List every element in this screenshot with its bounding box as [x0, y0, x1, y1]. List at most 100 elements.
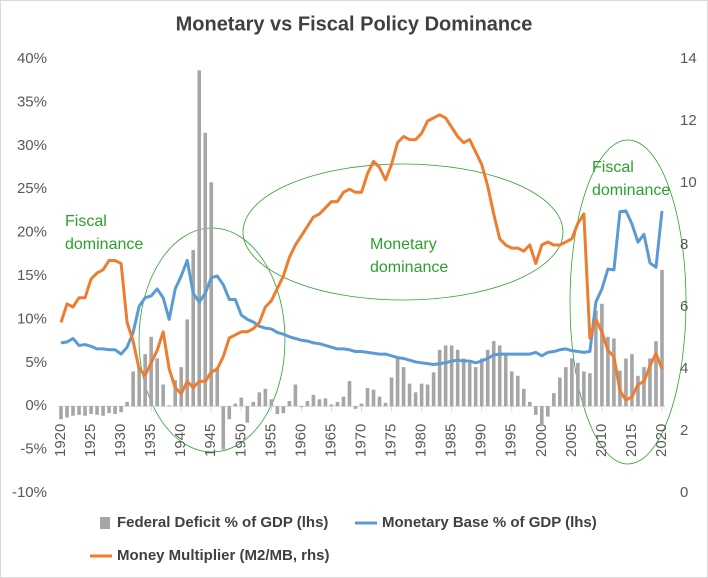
- x-tick-label: 2010: [593, 424, 610, 457]
- bar: [101, 406, 105, 416]
- x-tick-label: 1970: [352, 424, 369, 457]
- bar: [185, 319, 190, 407]
- y2-tick-label: 10: [680, 174, 697, 191]
- bar: [413, 392, 418, 407]
- y-tick-label: 5%: [25, 354, 47, 371]
- bar: [245, 406, 250, 423]
- bar: [275, 406, 280, 415]
- bar: [636, 375, 640, 407]
- x-tick-label: 2015: [623, 424, 640, 457]
- bar: [77, 406, 81, 415]
- x-tick-label: 1980: [413, 424, 430, 457]
- bar: [491, 341, 496, 407]
- bar: [443, 345, 448, 407]
- annotation-ellipse: [242, 163, 564, 301]
- legend-label: Money Multiplier (M2/MB, rhs): [117, 547, 330, 564]
- bar: [527, 401, 532, 407]
- x-tick-label: 1950: [232, 424, 249, 457]
- bar: [173, 380, 177, 407]
- y2-tick-label: 12: [680, 112, 697, 129]
- y2-tick-label: 2: [680, 422, 688, 439]
- y-tick-label: 15%: [17, 267, 47, 284]
- bar: [600, 303, 604, 407]
- legend-swatch: [100, 517, 110, 529]
- annotation: dominance: [370, 259, 448, 276]
- annotation: Monetary: [370, 236, 437, 253]
- bar: [552, 393, 556, 407]
- bar: [281, 406, 286, 414]
- bar: [570, 358, 574, 407]
- legend-label: Monetary Base % of GDP (lhs): [382, 514, 597, 531]
- bar: [83, 406, 87, 416]
- bar: [419, 383, 424, 407]
- bar: [179, 367, 184, 407]
- bar: [383, 402, 388, 407]
- bar: [660, 269, 664, 407]
- annotation: dominance: [65, 236, 143, 253]
- bar: [155, 358, 159, 407]
- y2-tick-label: 6: [680, 298, 688, 315]
- bar: [407, 383, 412, 407]
- y-tick-label: 10%: [17, 310, 47, 327]
- bar: [359, 403, 364, 407]
- y2-tick-label: 0: [680, 484, 688, 501]
- bar: [546, 406, 550, 417]
- y2-tick-label: 8: [680, 236, 688, 253]
- bar: [588, 373, 592, 407]
- x-tick-label: 1935: [142, 424, 159, 457]
- bar: [131, 371, 135, 407]
- x-tick-label: 1955: [262, 424, 279, 457]
- bar: [113, 406, 117, 415]
- bar: [449, 345, 454, 407]
- bar: [497, 345, 502, 407]
- y-tick-label: 35%: [17, 93, 47, 110]
- bar: [467, 362, 472, 407]
- bar: [161, 384, 165, 407]
- bar: [257, 392, 262, 407]
- bar: [654, 341, 658, 407]
- bar: [215, 367, 220, 407]
- x-tick-label: 2000: [533, 424, 550, 457]
- bar: [293, 384, 298, 407]
- bar: [209, 182, 214, 407]
- bar: [71, 406, 75, 416]
- y2-tick-label: 4: [680, 360, 688, 377]
- bar: [329, 404, 334, 407]
- line: [59, 113, 664, 402]
- bar: [347, 381, 352, 407]
- bar: [425, 384, 430, 407]
- x-tick-label: 1930: [112, 424, 129, 457]
- bar: [203, 132, 208, 407]
- bar: [317, 399, 322, 407]
- bar: [576, 362, 580, 407]
- x-tick-label: 1985: [443, 424, 460, 457]
- bar: [191, 249, 196, 407]
- bar: [648, 358, 652, 407]
- line: [60, 209, 664, 367]
- bar: [533, 406, 538, 415]
- bar: [263, 388, 268, 407]
- x-tick-label: 1960: [292, 424, 309, 457]
- bar: [299, 406, 304, 408]
- bar: [305, 400, 310, 407]
- annotation-ellipse: [569, 139, 687, 465]
- y2-tick-label: 14: [680, 50, 697, 67]
- annotation: Fiscal: [65, 213, 107, 230]
- bar: [521, 388, 526, 407]
- bar: [365, 387, 370, 407]
- y-tick-label: 0%: [25, 397, 47, 414]
- bar: [401, 367, 406, 407]
- bar: [167, 405, 171, 407]
- bar: [485, 349, 490, 407]
- y-tick-label: 20%: [17, 224, 47, 241]
- bar: [612, 338, 616, 407]
- chart-title: Monetary vs Fiscal Policy Dominance: [176, 13, 533, 35]
- bar: [515, 375, 520, 407]
- bar: [65, 406, 69, 418]
- x-tick-label: 1925: [82, 424, 99, 457]
- bar: [89, 406, 93, 415]
- bar: [461, 358, 466, 407]
- bar: [143, 354, 147, 407]
- bar: [197, 70, 202, 407]
